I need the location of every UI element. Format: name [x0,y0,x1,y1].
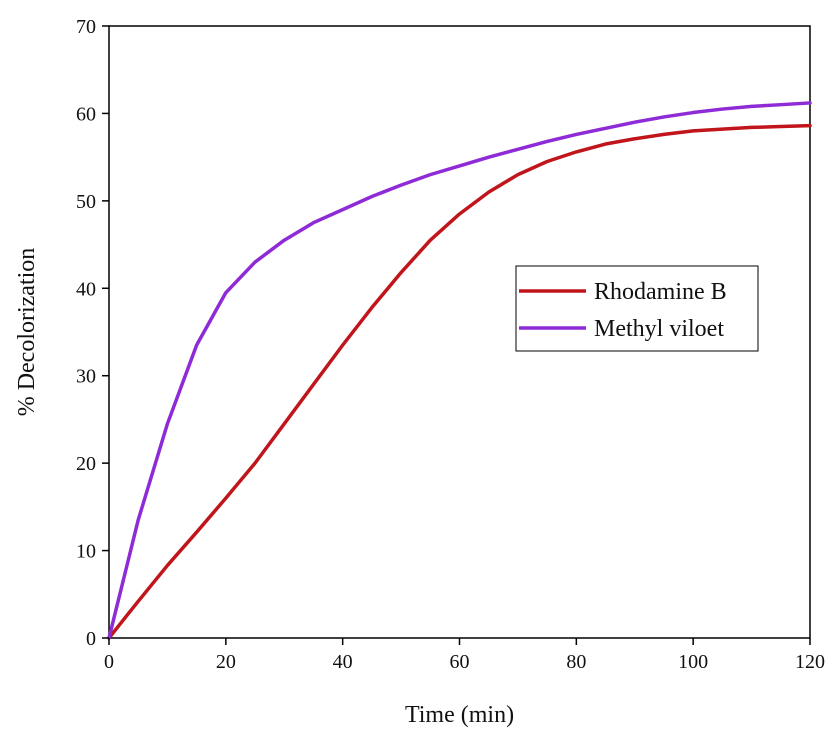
x-axis-label: Time (min) [405,702,514,728]
x-tick-label: 20 [216,651,236,673]
x-tick-label: 120 [795,651,825,673]
y-axis: 0 10 20 30 40 50 60 70 [76,16,109,650]
legend-label-methyl-viloet: Methyl viloet [594,316,724,342]
y-tick-label: 70 [76,16,96,38]
x-tick-label: 80 [566,651,586,673]
legend-label-rhodamine-b: Rhodamine B [594,279,727,305]
legend-box [515,265,759,352]
x-tick-label: 0 [104,651,114,673]
series-line-methyl-viloet [107,101,812,640]
series-layer [107,101,812,640]
y-tick-label: 20 [76,453,96,475]
series-line-rhodamine-b [107,123,812,640]
x-tick-label: 100 [678,651,708,673]
x-tick-label: 40 [333,651,353,673]
y-tick-label: 10 [76,541,96,563]
x-tick-label: 60 [450,651,470,673]
y-tick-label: 60 [76,103,96,125]
y-tick-label: 30 [76,366,96,388]
y-tick-label: 0 [86,628,96,650]
y-tick-label: 40 [76,278,96,300]
legend: Rhodamine B Methyl viloet [515,265,759,352]
y-axis-label: % Decolorization [14,248,40,417]
y-tick-label: 50 [76,191,96,213]
x-axis: 0 20 40 60 80 100 120 [104,638,825,673]
